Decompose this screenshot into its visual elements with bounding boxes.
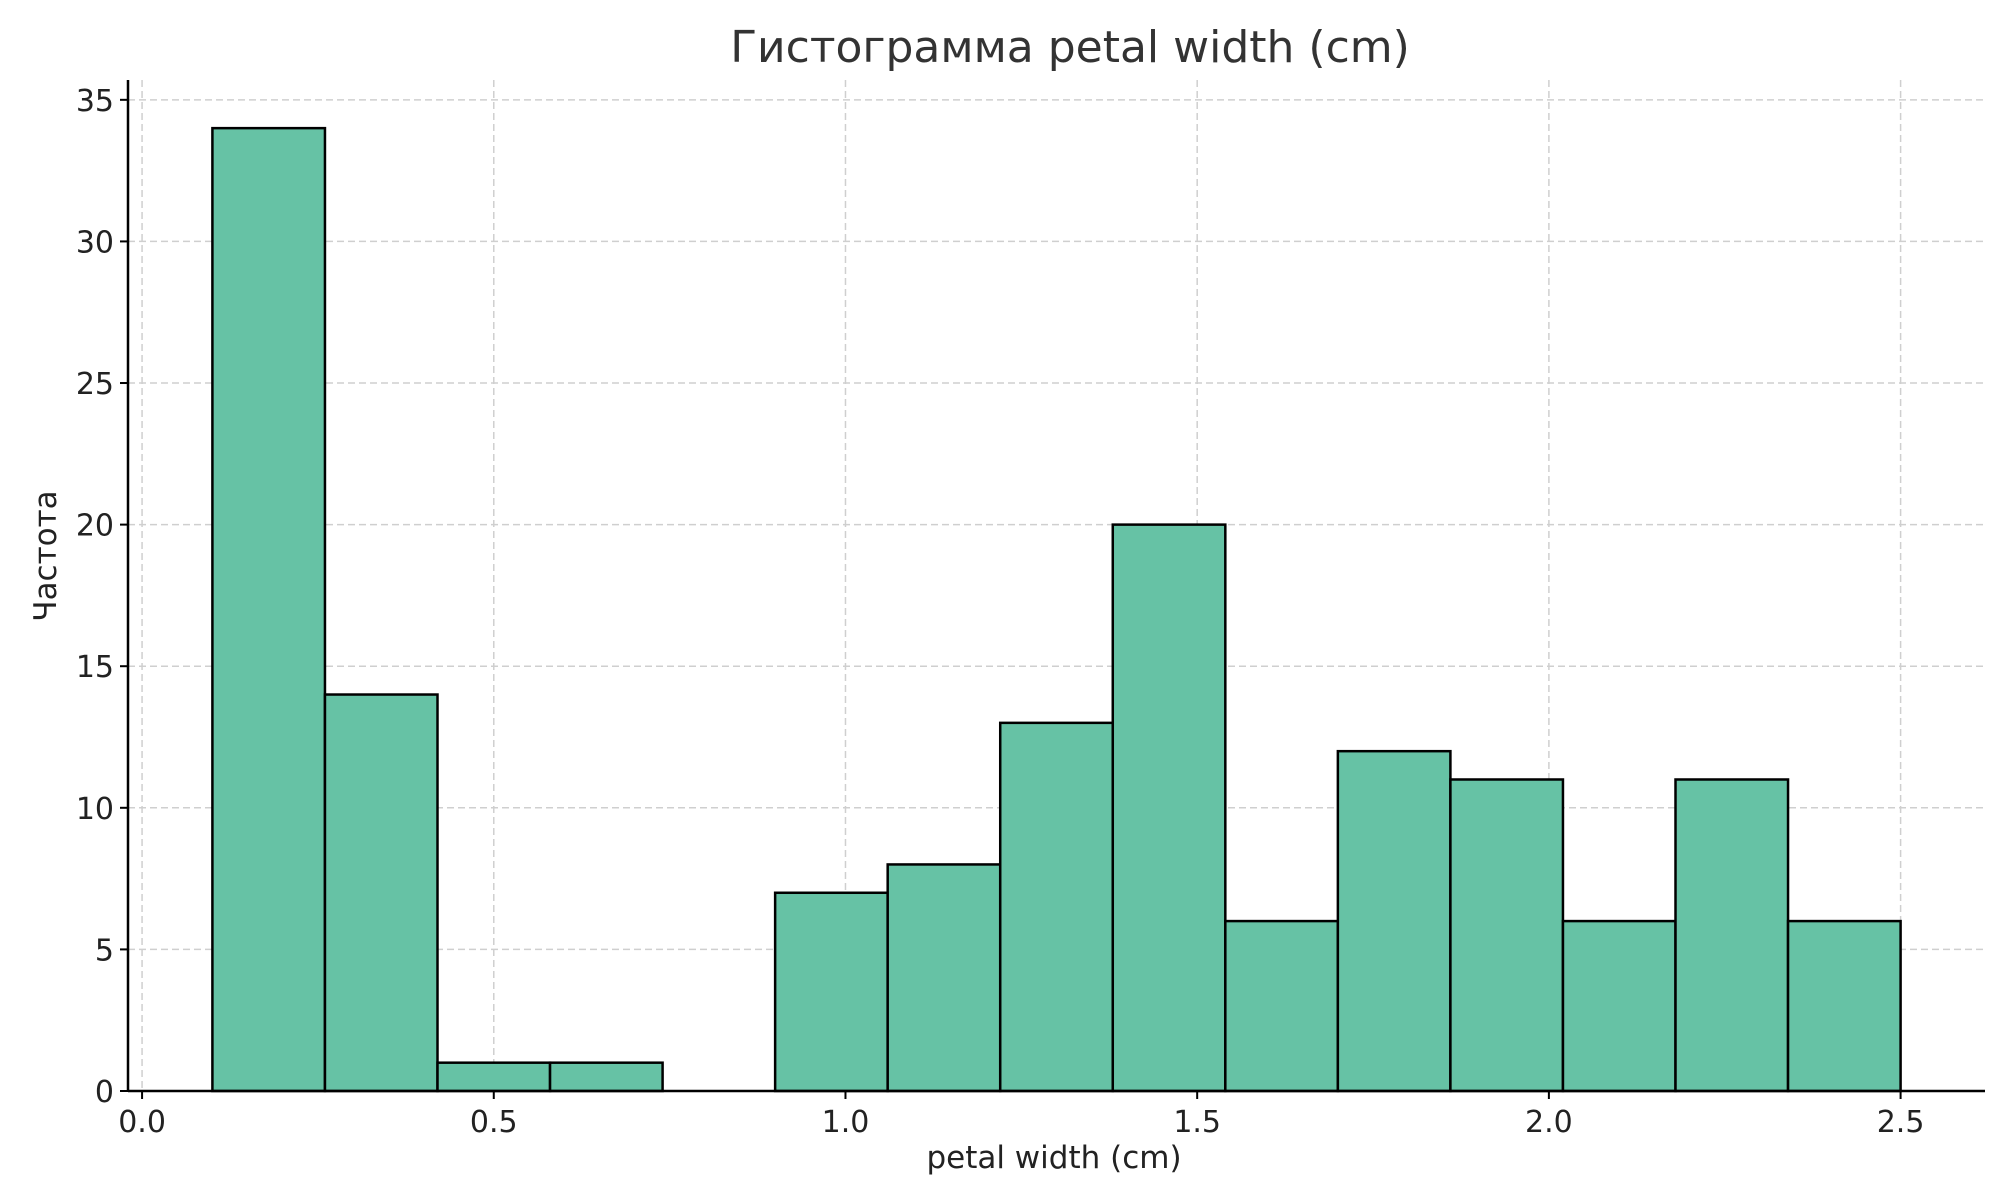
y-tick-label-6: 30	[76, 225, 114, 260]
axes	[126, 80, 1985, 1093]
histogram-bar-7	[998, 721, 1115, 1093]
histogram-bar-3	[548, 1061, 664, 1093]
y-tick-label-4: 20	[76, 509, 114, 544]
x-tick-label-0: 0.0	[118, 1105, 166, 1140]
x-tick-label-2: 1.0	[822, 1105, 870, 1140]
tick-labels: 0.0 0.5 1.0 1.5 2.0 2.5 0 5 10 15 20 25 30 35	[76, 84, 1925, 1140]
y-tick-label-7: 35	[76, 84, 114, 119]
x-axis-label: petal width (cm)	[926, 1140, 1181, 1176]
histogram-bar-6	[886, 863, 1002, 1093]
histogram-bar-11	[1449, 778, 1565, 1093]
histogram-bar-13	[1674, 778, 1790, 1093]
y-tick-label-5: 25	[76, 367, 114, 402]
histogram-bar-14	[1786, 919, 1902, 1093]
histogram-bar-5	[773, 891, 889, 1093]
histogram-bars	[211, 126, 1902, 1093]
y-axis-label: Частота	[28, 490, 64, 621]
histogram-bar-0	[211, 126, 327, 1093]
y-tick-label-3: 15	[76, 650, 114, 685]
x-tick-label-1: 0.5	[470, 1105, 518, 1140]
y-tick-label-1: 5	[95, 933, 114, 968]
histogram-bar-2	[436, 1061, 552, 1093]
histogram-bar-1	[323, 693, 439, 1093]
histogram-bar-9	[1224, 919, 1340, 1093]
x-tick-label-3: 1.5	[1173, 1105, 1221, 1140]
histogram-bar-12	[1561, 919, 1677, 1093]
x-tick-label-4: 2.0	[1525, 1105, 1573, 1140]
x-tick-label-5: 2.5	[1877, 1105, 1925, 1140]
y-tick-label-2: 10	[76, 792, 114, 827]
histogram-bar-8	[1111, 523, 1227, 1093]
y-tick-label-0: 0	[95, 1075, 114, 1110]
histogram-bar-10	[1336, 749, 1452, 1093]
chart-title: Гистограмма petal width (cm)	[730, 22, 1410, 73]
